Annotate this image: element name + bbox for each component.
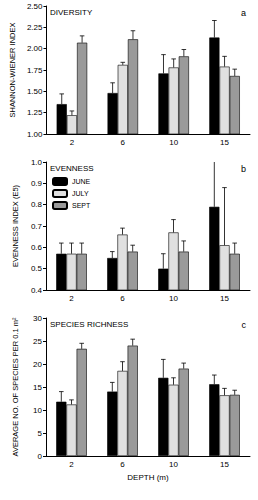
svg-text:25: 25 — [33, 337, 42, 346]
svg-text:2.00: 2.00 — [27, 44, 43, 53]
svg-text:2.25: 2.25 — [27, 23, 43, 32]
svg-text:1.0: 1.0 — [31, 158, 43, 167]
svg-text:DEPTH (m): DEPTH (m) — [127, 473, 169, 482]
svg-text:JUNE: JUNE — [72, 178, 91, 185]
svg-text:JULY: JULY — [72, 190, 89, 197]
svg-text:SHANNON-WIENER INDEX: SHANNON-WIENER INDEX — [8, 22, 17, 117]
svg-text:6: 6 — [120, 460, 125, 469]
svg-text:SEPT: SEPT — [72, 202, 91, 209]
svg-text:DIVERSITY: DIVERSITY — [50, 8, 93, 17]
svg-text:1.75: 1.75 — [27, 66, 43, 75]
svg-text:6: 6 — [120, 294, 125, 303]
svg-text:15: 15 — [33, 383, 42, 392]
svg-text:2: 2 — [69, 460, 74, 469]
svg-text:EVENNESS INDEX (E5): EVENNESS INDEX (E5) — [11, 184, 20, 267]
svg-text:15: 15 — [220, 294, 229, 303]
svg-text:0.6: 0.6 — [31, 243, 43, 252]
svg-text:0.7: 0.7 — [31, 222, 43, 231]
svg-text:2: 2 — [69, 294, 74, 303]
svg-text:EVENNESS: EVENNESS — [50, 164, 94, 173]
svg-text:2: 2 — [70, 138, 75, 147]
svg-text:10: 10 — [169, 138, 178, 147]
svg-text:5: 5 — [38, 429, 43, 438]
svg-text:10: 10 — [169, 294, 178, 303]
svg-text:20: 20 — [33, 360, 42, 369]
svg-text:c: c — [242, 320, 247, 330]
svg-text:2.50: 2.50 — [27, 2, 43, 11]
svg-text:a: a — [241, 8, 246, 18]
svg-text:15: 15 — [220, 460, 229, 469]
svg-text:30: 30 — [33, 314, 42, 323]
svg-text:1.50: 1.50 — [27, 87, 43, 96]
svg-text:0.5: 0.5 — [31, 264, 43, 273]
svg-text:AVERAGE NO. OF SPECIES PER 0.1: AVERAGE NO. OF SPECIES PER 0.1 m² — [11, 317, 20, 457]
svg-text:0.4: 0.4 — [31, 286, 43, 295]
svg-text:0.9: 0.9 — [31, 179, 43, 188]
svg-text:10: 10 — [33, 406, 42, 415]
svg-text:6: 6 — [121, 138, 126, 147]
svg-text:10: 10 — [169, 460, 178, 469]
svg-text:SPECIES RICHNESS: SPECIES RICHNESS — [50, 320, 128, 329]
svg-text:15: 15 — [220, 138, 229, 147]
svg-text:b: b — [241, 164, 246, 174]
svg-text:1.00: 1.00 — [27, 130, 43, 139]
svg-text:0: 0 — [38, 452, 43, 461]
svg-text:0.8: 0.8 — [31, 200, 43, 209]
svg-text:1.25: 1.25 — [27, 108, 43, 117]
